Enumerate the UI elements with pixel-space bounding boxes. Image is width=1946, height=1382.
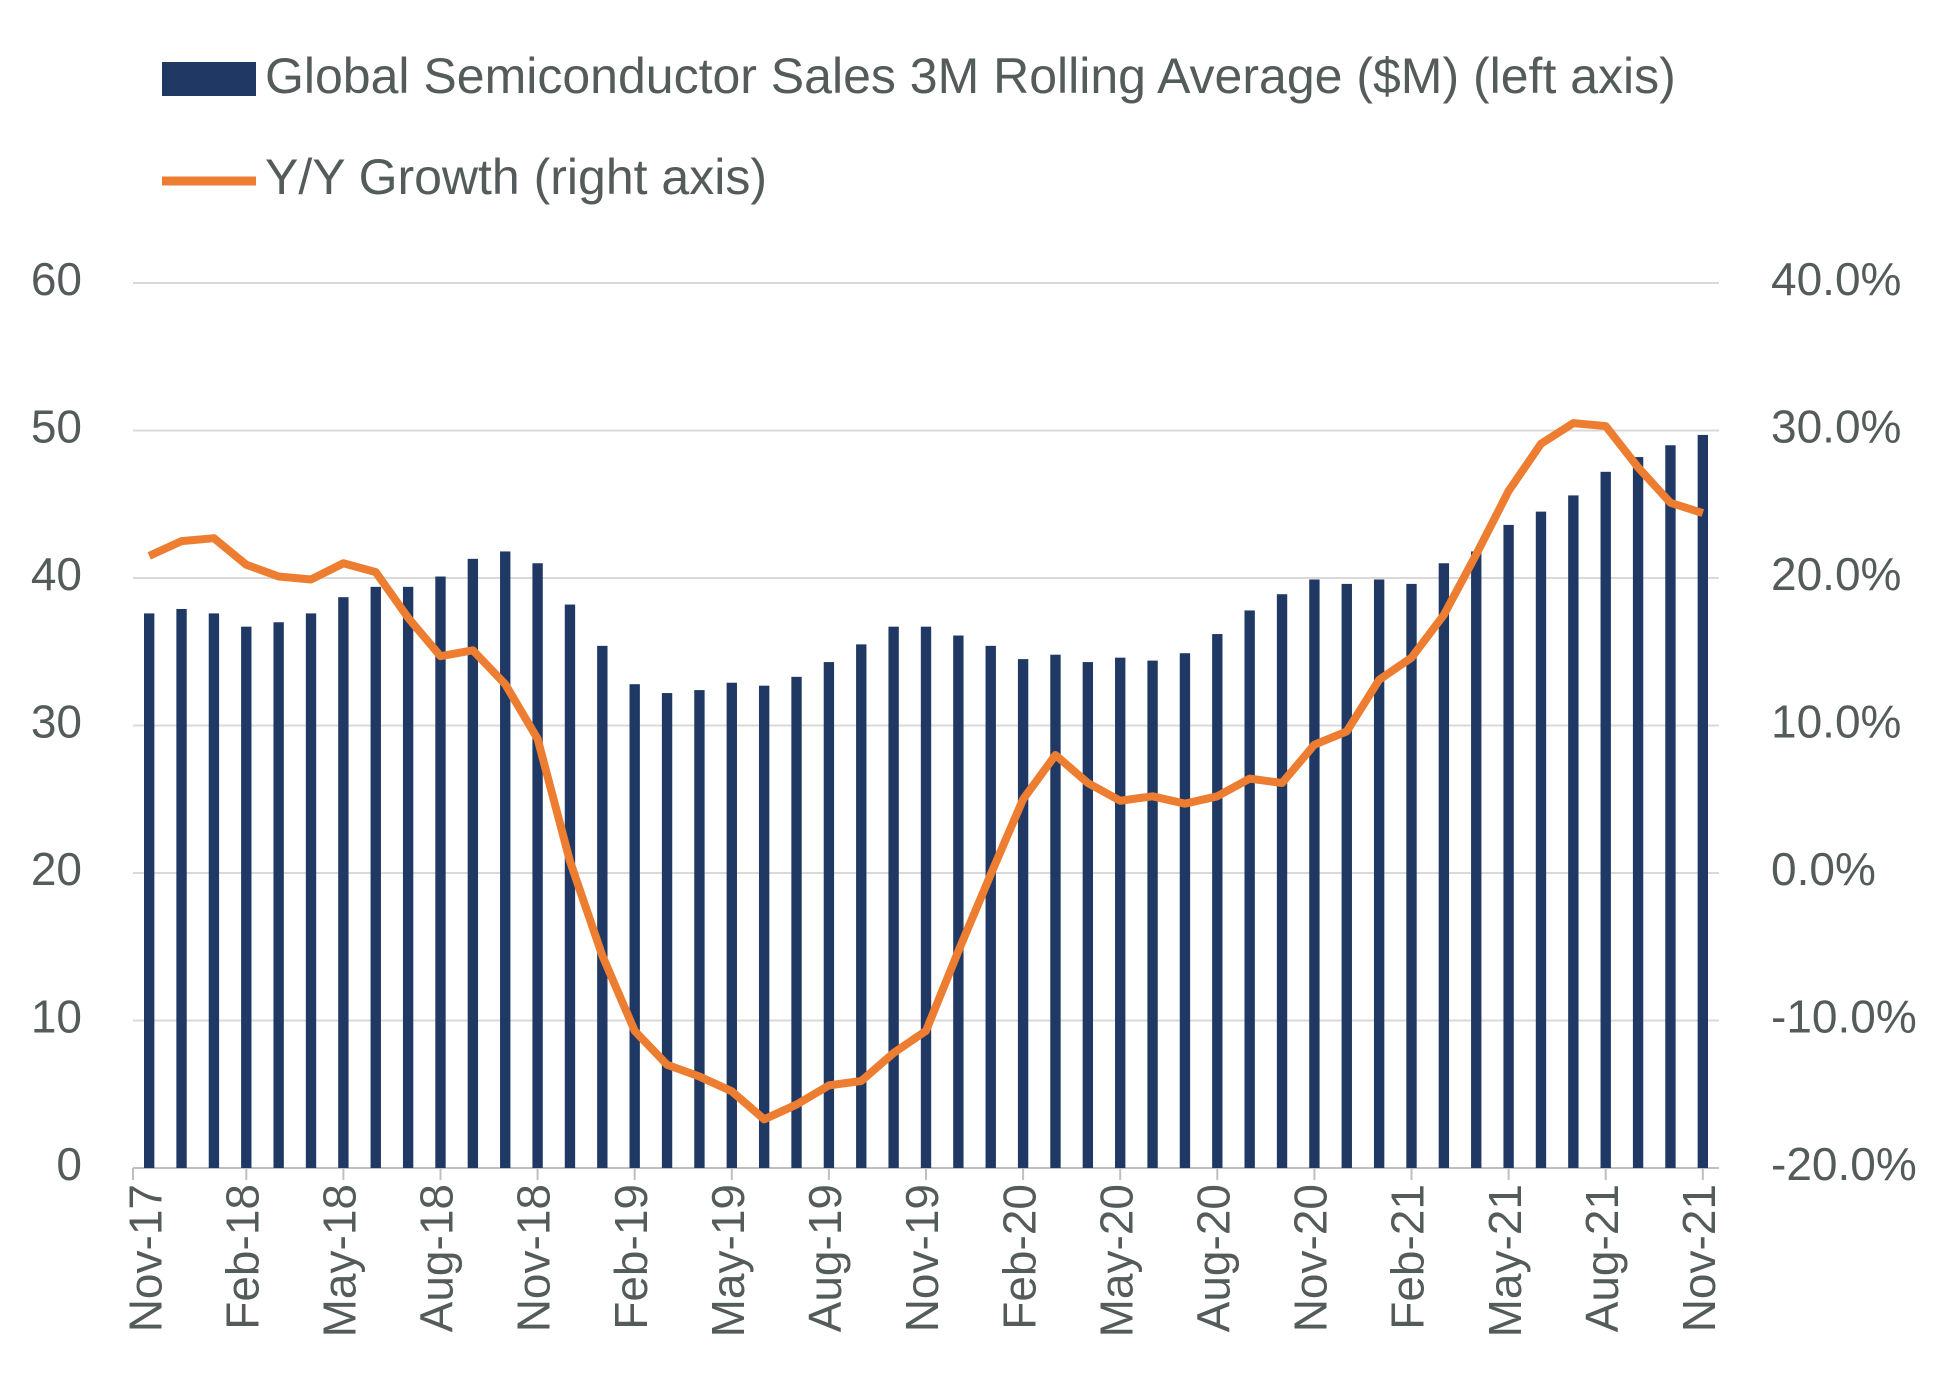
bar [564,604,576,1168]
bar [500,551,511,1168]
y2-tick-label: -20.0% [1771,1138,1917,1190]
y-tick-label: 30 [31,696,82,748]
bar [1406,583,1417,1168]
y2-tick-label: 20.0% [1771,548,1901,600]
bar [1115,657,1126,1168]
bar [532,563,543,1168]
bar [144,613,155,1168]
y-tick-label: 0 [56,1138,82,1190]
bar [1082,662,1094,1168]
x-tick-label: Nov-20 [1285,1184,1337,1332]
x-tick-label: Feb-18 [216,1184,268,1330]
bar [985,645,996,1168]
bar [823,662,835,1168]
x-tick-label: Aug-21 [1576,1184,1628,1332]
bar [1471,551,1482,1168]
y2-tick-label: 40.0% [1771,253,1901,305]
bar [208,613,220,1168]
bar [370,586,381,1168]
legend-label: Global Semiconductor Sales 3M Rolling Av… [265,48,1676,104]
bar [661,693,673,1168]
bar [176,608,187,1168]
bar [1212,634,1223,1168]
y-tick-label: 40 [31,548,82,600]
legend-label: Y/Y Growth (right axis) [265,149,767,205]
bar [435,576,446,1168]
bar [758,685,770,1168]
x-tick-label: May-19 [702,1184,754,1337]
x-tick-label: May-20 [1090,1184,1142,1337]
bar [1503,524,1514,1168]
y-tick-label: 10 [31,991,82,1043]
legend-swatch [162,62,256,96]
y-tick-label: 60 [31,253,82,305]
bar [856,644,867,1168]
x-tick-label: Nov-18 [508,1184,560,1332]
bar [1632,457,1644,1168]
bar [953,635,964,1168]
bar [1179,653,1191,1168]
bar [888,626,899,1168]
bar [1665,445,1676,1168]
y2-tick-label: 0.0% [1771,843,1876,895]
y-tick-label: 50 [31,401,82,453]
x-tick-label: Aug-20 [1187,1184,1239,1332]
x-tick-label: Feb-19 [605,1184,657,1330]
y2-tick-label: -10.0% [1771,991,1917,1043]
x-tick-label: Nov-19 [896,1184,948,1332]
x-tick-label: Nov-17 [119,1184,171,1332]
bar [1309,579,1320,1168]
bar [1017,659,1029,1168]
bar [273,622,284,1168]
bar [791,676,802,1168]
bar [1276,594,1288,1168]
bar [467,558,479,1168]
x-tick-label: Feb-21 [1382,1184,1434,1330]
y-tick-label: 20 [31,843,82,895]
x-tick-label: Aug-18 [411,1184,463,1332]
x-tick-label: Aug-19 [799,1184,851,1332]
x-tick-label: Nov-21 [1673,1184,1725,1332]
bar [1568,495,1579,1168]
bar [1600,471,1611,1168]
bar [1050,654,1061,1168]
bar [1697,434,1708,1168]
y2-tick-label: 30.0% [1771,401,1901,453]
bar [1438,563,1450,1168]
bar [597,645,608,1168]
bar [920,626,932,1168]
y2-tick-label: 10.0% [1771,696,1901,748]
bar [726,682,737,1168]
bar [1341,583,1352,1168]
x-tick-label: May-21 [1479,1184,1531,1337]
bar [1535,511,1547,1168]
bar [402,586,414,1168]
bar [305,613,317,1168]
x-tick-label: May-18 [314,1184,366,1337]
bar [629,684,640,1168]
bar [694,690,705,1168]
x-tick-label: Feb-20 [993,1184,1045,1330]
bar [1147,660,1158,1168]
bar [1373,579,1385,1168]
bar [241,626,252,1168]
bar [1244,610,1255,1168]
line [147,419,1705,1124]
bar [338,597,349,1168]
